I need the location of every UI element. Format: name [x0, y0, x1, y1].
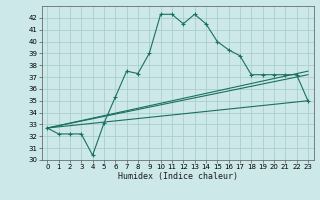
- X-axis label: Humidex (Indice chaleur): Humidex (Indice chaleur): [118, 172, 237, 181]
